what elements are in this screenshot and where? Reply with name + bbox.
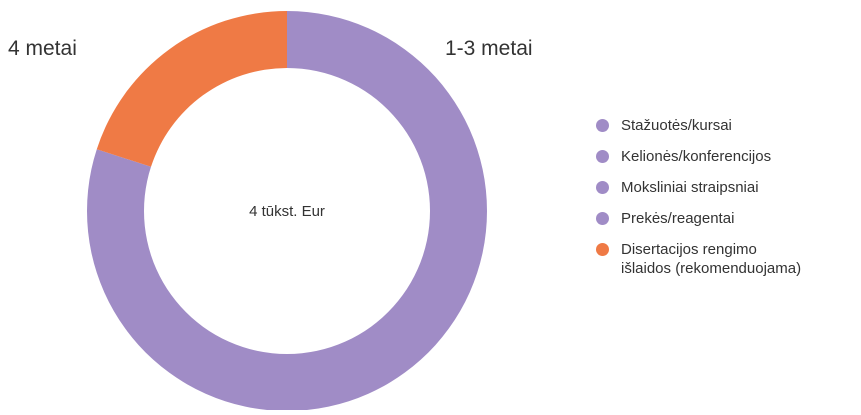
legend-swatch	[596, 119, 609, 132]
legend-item: Prekės/reagentai	[596, 209, 856, 228]
legend-swatch	[596, 212, 609, 225]
legend-label: Prekės/reagentai	[621, 210, 735, 227]
legend-item: Moksliniai straipsniai	[596, 178, 856, 197]
legend-swatch	[596, 243, 609, 256]
legend: Stažuotės/kursai Kelionės/konferencijos …	[596, 116, 856, 290]
legend-label: Moksliniai straipsniai	[621, 179, 759, 196]
legend-label: Kelionės/konferencijos	[621, 148, 772, 165]
legend-swatch	[596, 181, 609, 194]
legend-label: Disertacijos rengimo išlaidos (rekomendu…	[621, 241, 802, 277]
legend-swatch	[596, 150, 609, 163]
legend-item: Kelionės/konferencijos	[596, 147, 856, 166]
segment-label-left: 4 metai	[8, 37, 77, 60]
donut-slice-2	[96, 11, 287, 167]
segment-label-right: 1-3 metai	[445, 37, 533, 60]
center-label: 4 tūkst. Eur	[249, 203, 325, 220]
legend-item: Disertacijos rengimo išlaidos (rekomendu…	[596, 240, 856, 278]
legend-label: Stažuotės/kursai	[621, 117, 732, 134]
legend-item: Stažuotės/kursai	[596, 116, 856, 135]
